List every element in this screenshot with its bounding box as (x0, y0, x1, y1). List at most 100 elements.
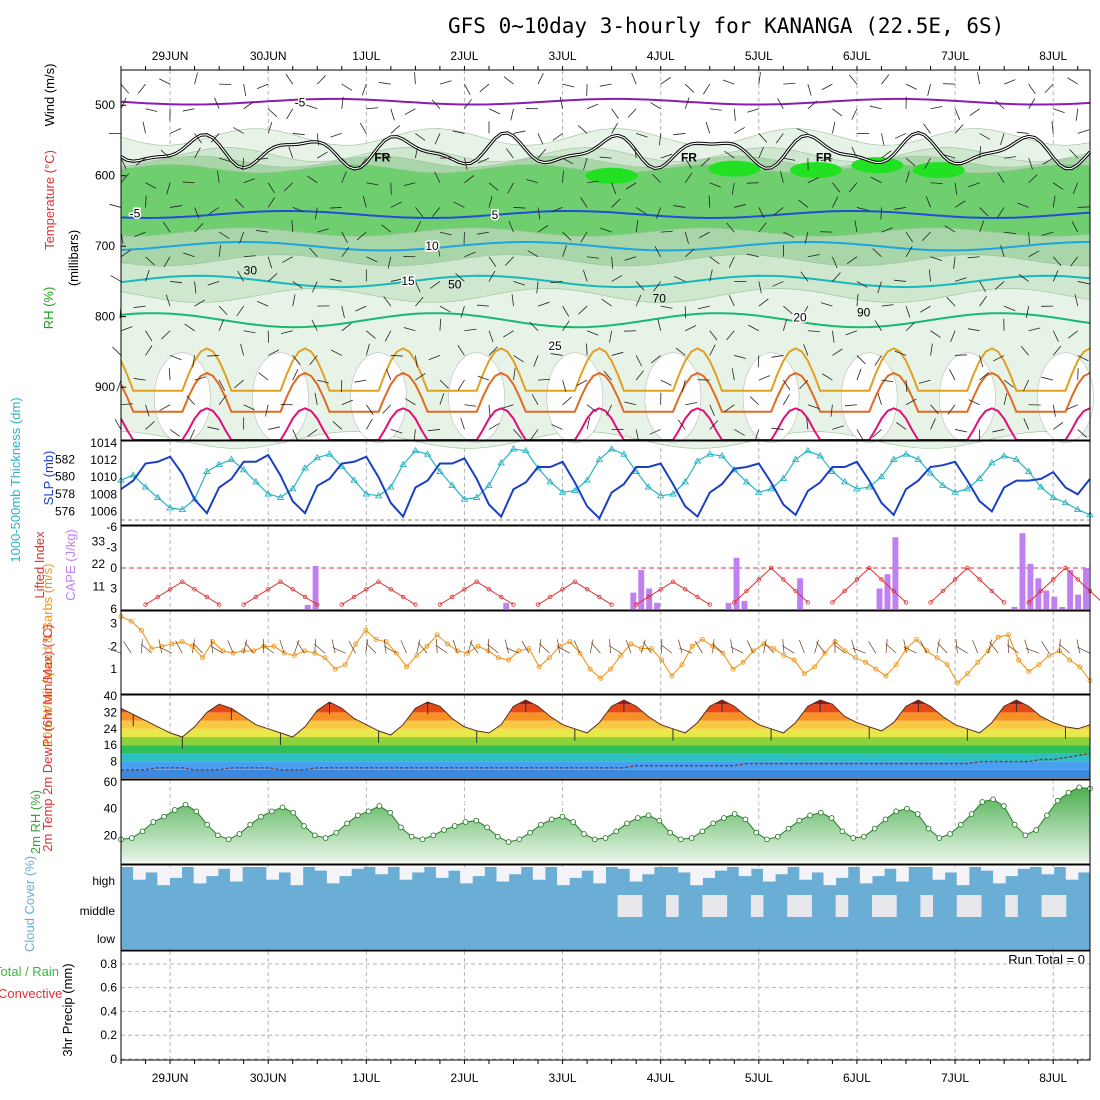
wind-barb (256, 157, 269, 160)
wind-barb (580, 231, 588, 243)
rh-marker (505, 839, 512, 845)
wind-barb (243, 178, 256, 184)
precip-tick: 0.6 (100, 981, 117, 995)
wind-barb (434, 133, 441, 145)
wind-marker (393, 650, 399, 656)
temp-tick-40: 40 (104, 689, 118, 703)
wind-barb (314, 392, 318, 405)
rh-marker (268, 808, 275, 815)
wind-barb (182, 108, 195, 112)
wind-barb (880, 207, 882, 220)
thickness-marker (595, 455, 604, 462)
wind-barb (307, 175, 318, 184)
wind-barb (1028, 327, 1041, 332)
wind-barb (800, 271, 809, 282)
cape-bar (1011, 606, 1018, 609)
wind-barb (1052, 195, 1056, 208)
wind-barb (905, 246, 913, 257)
wind-marker (342, 662, 348, 668)
li-marker (867, 565, 872, 571)
wind-barb-10m (469, 641, 479, 654)
rh-marker (1022, 832, 1029, 839)
dewpt-line (121, 752, 1091, 771)
dry-bubble (939, 352, 996, 444)
wind-barb (950, 330, 956, 343)
rh-marker (527, 829, 533, 836)
wind-barb (726, 222, 735, 233)
wind-barb (464, 328, 477, 332)
wind-barb (390, 108, 395, 121)
wind-barb (586, 343, 588, 356)
slp-tick-1010: 1010 (90, 470, 117, 484)
wind-barb (508, 220, 514, 233)
cloud-high-gap (823, 867, 837, 886)
thickness-marker (485, 481, 493, 488)
rh-marker (721, 815, 727, 821)
isotherm-line (120, 274, 1091, 289)
date-label-top-2JUL: 2JUL (450, 49, 478, 63)
temp-stripe (121, 700, 1090, 705)
wind-barb (685, 402, 698, 406)
wind-barb (288, 146, 294, 159)
wind-barb (477, 231, 490, 235)
wind-barb (918, 379, 931, 384)
thickness-marker (828, 467, 837, 474)
wind-barb-10m (435, 645, 448, 654)
wind-barb (413, 429, 416, 442)
wind-barb (681, 379, 686, 392)
wind-barb (654, 246, 662, 257)
wind-barb (803, 344, 809, 356)
thickness-marker (129, 471, 138, 478)
rh-marker (236, 831, 243, 837)
cape-bar (1083, 568, 1089, 609)
wind-barb (1028, 250, 1040, 258)
wind-barb (537, 207, 541, 220)
li-marker (548, 594, 553, 600)
wind-barb (894, 350, 907, 356)
thickness-marker (902, 450, 910, 457)
wind-marker (567, 639, 573, 645)
wind-barb (993, 355, 1005, 362)
wind-barb (165, 294, 171, 307)
wind-marker (740, 659, 746, 665)
thickness-marker (497, 459, 505, 466)
wind-barb (464, 98, 472, 110)
rh-marker (753, 829, 760, 836)
wind-barb (366, 182, 379, 186)
wind-barb (832, 425, 844, 430)
panel-frame-precip (120, 950, 1091, 1061)
wind-barb-10m (937, 642, 948, 654)
wind-barb (439, 231, 452, 236)
thickness-marker (190, 495, 199, 502)
cloud-high-gap (508, 867, 522, 875)
wind-barb (830, 404, 833, 417)
wind-barb (163, 256, 171, 268)
wind-barb (414, 72, 416, 85)
wind-barb (432, 207, 441, 218)
wind-barb (145, 256, 155, 266)
wind-barb (429, 281, 441, 289)
wind-barb (169, 128, 182, 134)
wind-barb-10m (852, 647, 866, 654)
date-label-bottom-30JUN: 30JUN (250, 1071, 287, 1085)
wind-barb-10m (400, 640, 407, 654)
li-marker (339, 602, 344, 607)
wind-barb (341, 323, 352, 332)
rh-marker (731, 811, 738, 817)
wind-barb (243, 330, 256, 334)
isotherm-label: 5 (492, 208, 499, 222)
thickness-marker (767, 484, 775, 492)
wind-barb (995, 100, 1005, 110)
wind-barb (305, 104, 318, 110)
wind-barb (684, 248, 695, 258)
wind-marker (383, 639, 389, 645)
wind-barb (731, 182, 735, 195)
rh-marker (484, 824, 490, 831)
wind-barb (1003, 79, 1016, 85)
rh-marker (839, 828, 846, 835)
li-tick: 0 (110, 561, 117, 575)
rh-marker (462, 819, 469, 825)
thickness-marker (1012, 455, 1021, 462)
wind-barb (635, 281, 645, 291)
li-arc (930, 567, 1005, 603)
